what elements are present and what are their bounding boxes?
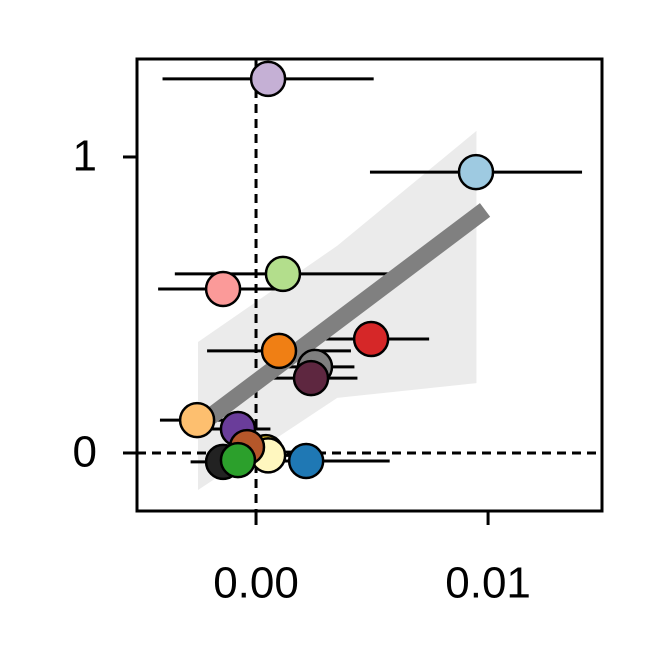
point [292, 359, 330, 397]
fit-line [185, 203, 491, 438]
point [249, 60, 287, 98]
y-tick-label: 1 [73, 132, 97, 181]
point [264, 255, 302, 293]
x-tick-label: 0.00 [213, 559, 299, 608]
point [260, 332, 298, 370]
confidence-band [198, 130, 477, 490]
point [457, 153, 495, 191]
point [219, 441, 257, 479]
point [204, 270, 242, 308]
x-tick-label: 0.01 [445, 559, 531, 608]
point [352, 320, 390, 358]
point [287, 442, 325, 480]
plot-frame [135, 57, 604, 513]
point [178, 401, 216, 439]
y-tick-label: 0 [73, 428, 97, 477]
